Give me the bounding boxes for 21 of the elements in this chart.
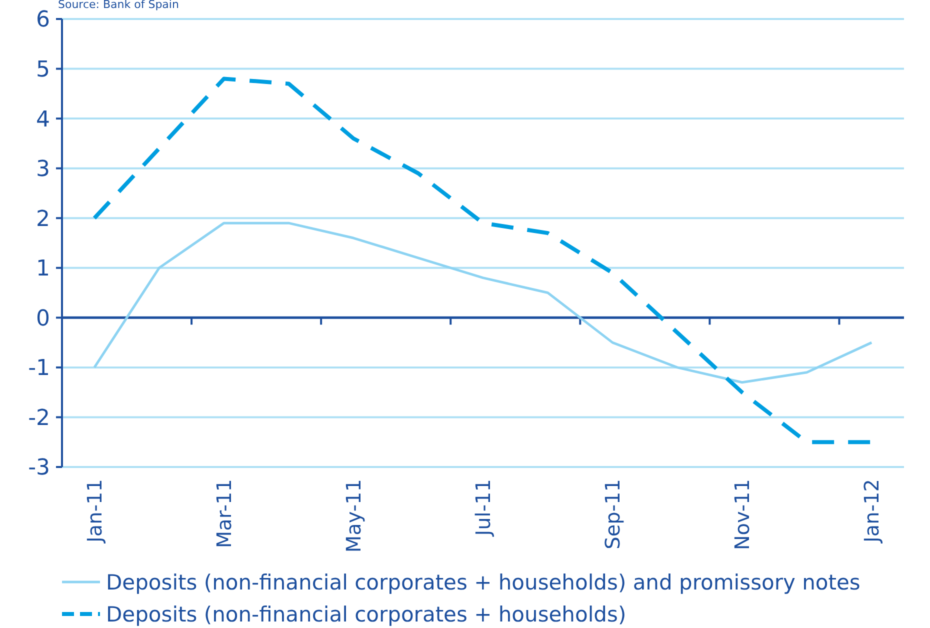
- y-tick-label: -1: [28, 356, 50, 382]
- source-note: Source: Bank of Spain: [58, 0, 179, 11]
- legend-label: Deposits (non-financial corporates + households) and promissory notes: [106, 570, 860, 594]
- y-tick-label: 0: [36, 306, 50, 332]
- x-tick-label: May-11: [341, 479, 366, 553]
- x-tick-label: Sep-11: [600, 479, 625, 550]
- x-tick-label: Jan-11: [82, 479, 106, 544]
- y-tick-label: 3: [36, 157, 50, 182]
- line-series: [93, 222, 873, 384]
- y-tick-label: 4: [36, 107, 50, 132]
- y-tick-label: 2: [36, 206, 50, 232]
- x-tick-label: Nov-11: [730, 479, 754, 550]
- legend-label: Deposits (non-financial corporates + households): [106, 602, 626, 626]
- y-tick-label: 5: [36, 57, 50, 82]
- y-tick-label: -2: [28, 406, 50, 431]
- y-tick-label: 1: [36, 256, 50, 282]
- x-tick-label: Mar-11: [212, 479, 236, 548]
- y-tick-label: -3: [28, 456, 50, 481]
- x-tick-label: Jan-12: [860, 479, 884, 544]
- y-tick-label: 6: [36, 8, 50, 33]
- x-tick-label: Jul-11: [471, 479, 495, 538]
